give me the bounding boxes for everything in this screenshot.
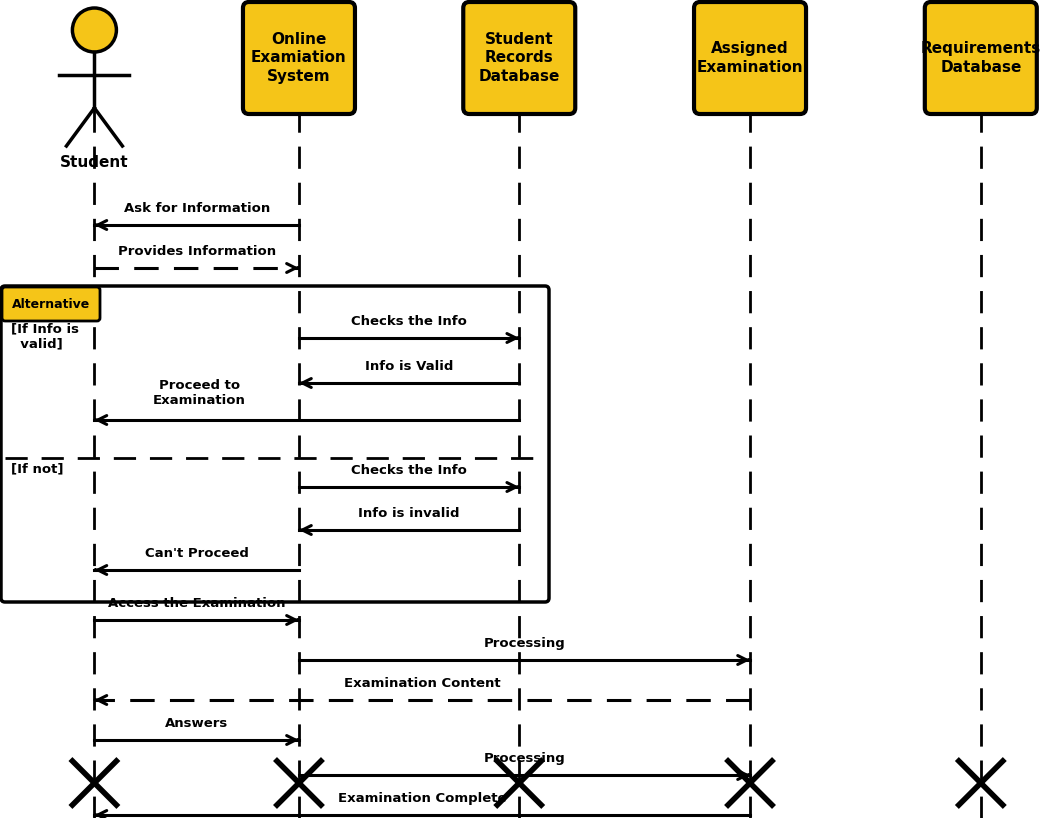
Text: Access the Examination: Access the Examination	[108, 597, 285, 610]
FancyBboxPatch shape	[464, 2, 575, 114]
Text: Info is invalid: Info is invalid	[359, 507, 459, 520]
Text: Checks the Info: Checks the Info	[351, 464, 467, 477]
Text: Student
Records
Database: Student Records Database	[478, 32, 560, 84]
Text: Processing: Processing	[484, 752, 565, 765]
Text: Student: Student	[60, 155, 129, 170]
Text: [If not]: [If not]	[10, 462, 64, 475]
Text: Alternative: Alternative	[12, 298, 90, 311]
Text: Examination Content: Examination Content	[344, 677, 500, 690]
Circle shape	[72, 8, 116, 52]
FancyBboxPatch shape	[694, 2, 806, 114]
Text: Assigned
Examination: Assigned Examination	[697, 41, 804, 74]
Text: Ask for Information: Ask for Information	[124, 202, 270, 215]
Text: Info is Valid: Info is Valid	[365, 360, 453, 373]
Text: Processing: Processing	[484, 637, 565, 650]
Text: Can't Proceed: Can't Proceed	[145, 547, 249, 560]
Text: Provides Information: Provides Information	[117, 245, 276, 258]
Text: Examination Complete: Examination Complete	[338, 792, 507, 805]
Text: Proceed to
Examination: Proceed to Examination	[153, 379, 245, 407]
Text: Requirements
Database: Requirements Database	[921, 41, 1041, 74]
Text: Answers: Answers	[165, 717, 229, 730]
FancyBboxPatch shape	[243, 2, 355, 114]
Text: Online
Examiation
System: Online Examiation System	[251, 32, 347, 84]
Text: [If Info is
  valid]: [If Info is valid]	[10, 322, 79, 350]
Text: Checks the Info: Checks the Info	[351, 315, 467, 328]
FancyBboxPatch shape	[2, 287, 100, 321]
FancyBboxPatch shape	[925, 2, 1036, 114]
